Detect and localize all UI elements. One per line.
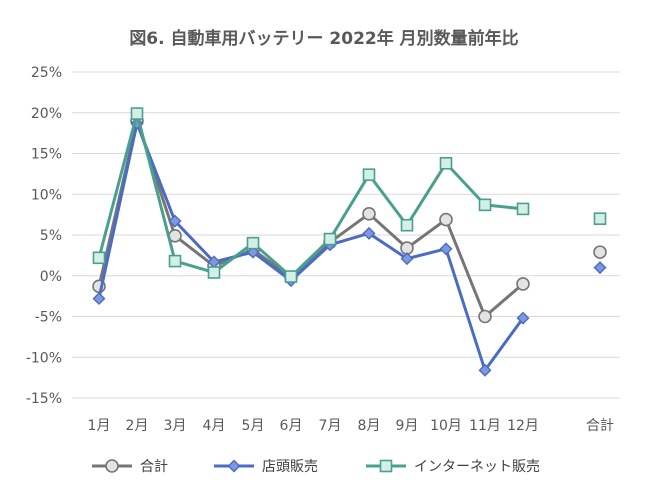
- x-tick-label: 2月: [126, 418, 149, 434]
- data-point: [92, 251, 106, 265]
- x-tick-label: 10月: [430, 418, 462, 434]
- data-point: [516, 277, 530, 291]
- data-point: [516, 311, 530, 325]
- data-point: [439, 156, 453, 170]
- data-point: [284, 270, 298, 283]
- y-tick-label: 15%: [31, 147, 62, 163]
- legend-item: インターネット販売: [366, 459, 540, 475]
- data-point: [168, 214, 182, 228]
- y-tick-label: -10%: [26, 350, 62, 366]
- data-point: [593, 245, 607, 259]
- legend-item: 合計: [92, 459, 168, 475]
- data-point: [439, 242, 453, 256]
- x-tick-label: 6月: [280, 418, 303, 434]
- x-tick-label: 8月: [358, 418, 381, 434]
- y-tick-label: 10%: [31, 187, 62, 203]
- series-3: [92, 107, 607, 283]
- data-point: [130, 107, 144, 120]
- series-line: [97, 121, 525, 372]
- data-point: [439, 212, 453, 227]
- y-tick-label: -15%: [26, 391, 62, 407]
- data-point: [400, 252, 414, 266]
- data-point: [323, 232, 337, 246]
- data-point: [478, 309, 492, 324]
- y-tick-label: -5%: [35, 310, 62, 326]
- legend-label: 店頭販売: [262, 459, 318, 475]
- y-tick-label: 0%: [40, 269, 62, 285]
- data-point: [92, 292, 106, 306]
- x-tick-label: 3月: [164, 418, 187, 434]
- legend-item: 店頭販売: [214, 459, 318, 475]
- legend-marker: [227, 459, 241, 473]
- data-point: [362, 226, 376, 240]
- x-tick-label: 5月: [242, 418, 265, 434]
- data-point: [362, 168, 376, 181]
- y-tick-label: 20%: [31, 106, 62, 122]
- data-point: [400, 218, 414, 232]
- data-point: [168, 254, 182, 268]
- series-layer: [92, 107, 607, 377]
- x-tick-label: 4月: [203, 418, 226, 434]
- legend: 合計 店頭販売 インターネット販売: [92, 459, 540, 475]
- y-tick-label: 25%: [31, 65, 62, 81]
- data-point: [593, 212, 607, 225]
- legend-marker: [105, 459, 119, 473]
- data-point: [478, 198, 492, 212]
- series-1: [92, 114, 607, 324]
- x-tick-label: 11月: [469, 418, 501, 434]
- data-point: [593, 261, 607, 275]
- series-line: [97, 112, 524, 279]
- legend-marker: [379, 459, 393, 473]
- data-point: [246, 236, 260, 250]
- data-point: [207, 266, 221, 279]
- x-tick-label: 9月: [396, 418, 419, 434]
- x-tick-label: 1月: [88, 418, 111, 434]
- x-axis-ticks: 1月 2月 3月 4月 5月 6月 7月 8月 9月 10月 11月 12月 合計: [88, 418, 614, 434]
- x-tick-label: 7月: [319, 418, 342, 434]
- gridlines: [72, 71, 620, 399]
- x-tick-label: 合計: [586, 418, 614, 434]
- legend-label: 合計: [140, 459, 168, 475]
- chart-title: 図6. 自動車用バッテリー 2022年 月別数量前年比: [129, 28, 518, 49]
- data-point: [516, 202, 530, 216]
- data-point: [362, 207, 376, 221]
- y-axis-ticks: 25% 20% 15% 10% 5% 0% -5% -10% -15%: [26, 65, 62, 407]
- data-point: [478, 363, 492, 377]
- x-tick-label: 12月: [507, 418, 539, 434]
- y-tick-label: 5%: [40, 228, 62, 244]
- legend-label: インターネット販売: [414, 459, 540, 475]
